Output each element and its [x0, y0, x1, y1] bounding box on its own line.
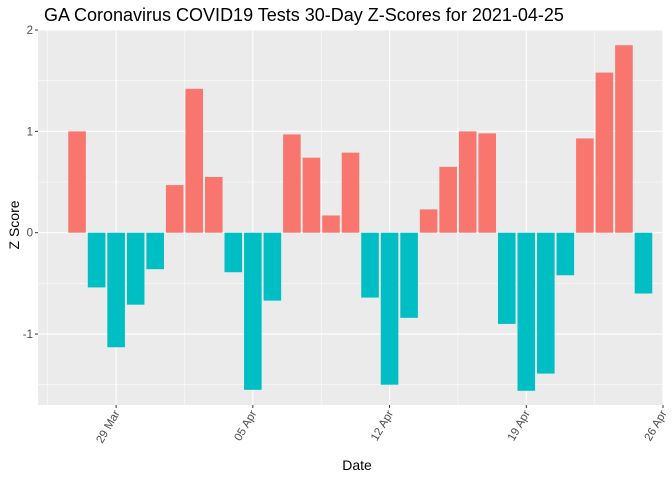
y-tick-label: 2 — [27, 25, 33, 37]
bar — [497, 232, 516, 324]
bar — [283, 134, 301, 233]
y-axis: -1 0 1 2 — [23, 25, 38, 341]
bar — [419, 209, 438, 233]
bar — [556, 232, 575, 276]
bar — [537, 232, 555, 374]
x-tick-label: 05 Apr — [232, 408, 259, 443]
bar — [146, 232, 164, 270]
bar — [400, 232, 418, 318]
bar — [576, 138, 594, 233]
bar — [439, 166, 457, 233]
x-axis-label: Date — [342, 457, 372, 473]
bar — [380, 232, 399, 385]
bar — [107, 232, 125, 348]
bar — [615, 45, 633, 233]
bar — [165, 185, 184, 233]
bar — [224, 232, 243, 273]
bars — [68, 45, 653, 391]
bar — [517, 232, 536, 391]
bar — [263, 232, 282, 301]
chart-title: GA Coronavirus COVID19 Tests 30-Day Z-Sc… — [44, 5, 564, 25]
y-tick-label: 1 — [27, 126, 33, 138]
bar — [87, 232, 106, 288]
bar — [244, 232, 262, 390]
bar — [634, 232, 653, 294]
y-tick-label: -1 — [23, 329, 33, 341]
bar — [458, 131, 477, 233]
bar — [595, 72, 614, 233]
x-tick-label: 12 Apr — [369, 408, 396, 443]
y-axis-label: Z Score — [6, 200, 22, 249]
bar — [322, 215, 340, 233]
bar — [341, 152, 360, 233]
y-tick-label: 0 — [27, 228, 33, 240]
bar — [185, 88, 204, 233]
bar — [478, 133, 497, 233]
bar — [361, 232, 379, 298]
bar — [68, 131, 86, 233]
x-axis: 29 Mar 05 Apr 12 Apr 19 Apr 26 Apr — [94, 405, 670, 446]
bar — [204, 176, 223, 233]
x-tick-label: 26 Apr — [643, 408, 670, 443]
bar — [126, 232, 145, 305]
x-tick-label: 19 Apr — [506, 408, 533, 443]
x-tick-label: 29 Mar — [94, 408, 122, 445]
bar — [302, 157, 321, 233]
